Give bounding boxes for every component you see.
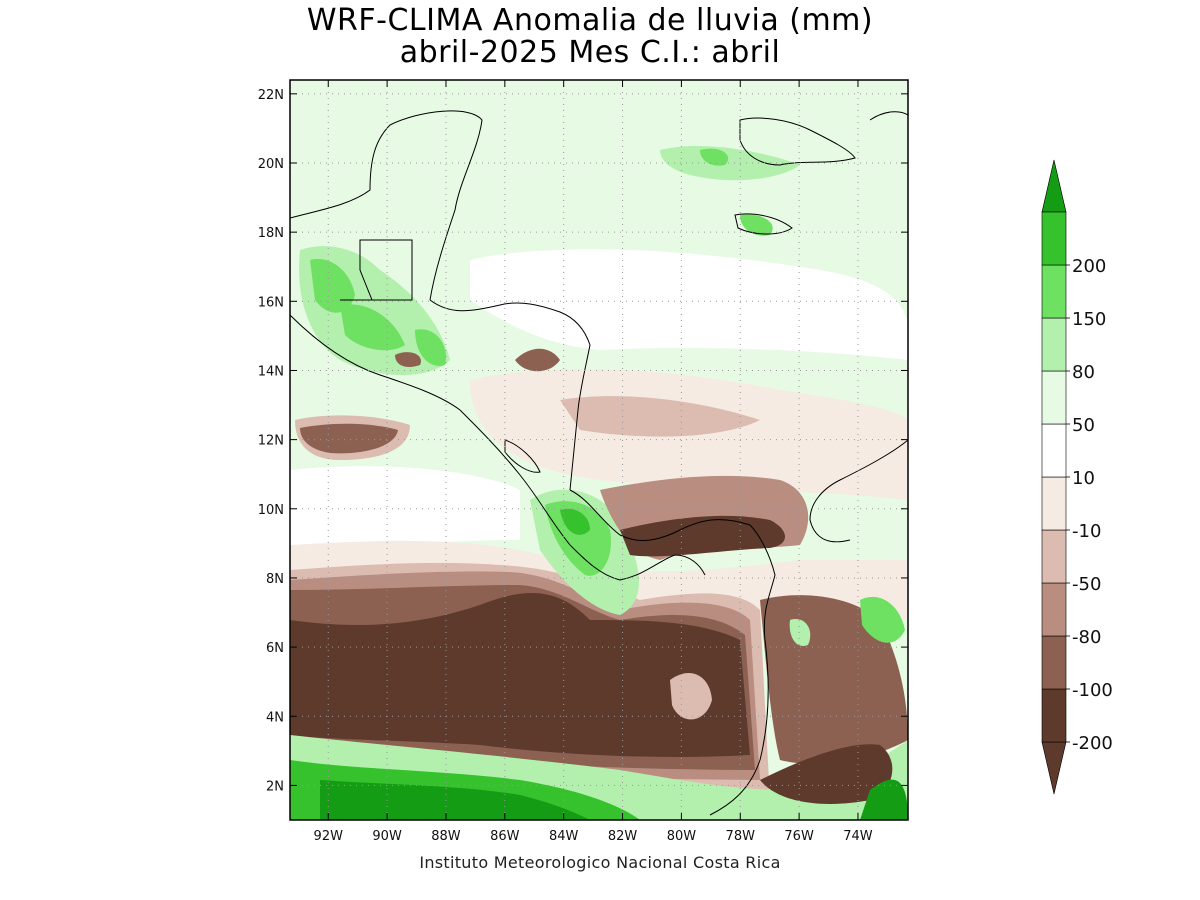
- colorbar-label: -50: [1072, 574, 1101, 595]
- lat-tick-label: 22N: [258, 88, 284, 103]
- coast-honduras: [429, 299, 591, 346]
- coast-pacific: [290, 314, 706, 581]
- colorbar-band: [1041, 370, 1067, 425]
- wet-region-guatemala-2: [340, 304, 405, 351]
- coast-lake-nicaragua: [504, 439, 541, 473]
- lon-tick-label: 92W: [314, 829, 344, 844]
- colorbar-label: 10: [1072, 468, 1095, 489]
- colorbar: -200 -100 -80 -50 -10 10 50 80 150 200: [1041, 159, 1113, 795]
- dry-honduras: [515, 348, 560, 372]
- longitude-axis: 92W 90W 88W 86W 84W 82W 80W 78W 76W 74W: [314, 80, 873, 844]
- colorbar-band: [1041, 476, 1067, 531]
- lon-tick-label: 86W: [490, 829, 520, 844]
- dry-band-central-2: [560, 396, 760, 437]
- lat-tick-label: 14N: [258, 364, 284, 379]
- map-frame: [289, 79, 909, 821]
- lat-tick-label: 10N: [258, 503, 284, 518]
- wet-region-guatemala: [310, 259, 355, 313]
- dry-caribbean-core: [620, 515, 785, 557]
- lat-tick-label: 4N: [266, 710, 284, 725]
- coast-colombia: [809, 439, 908, 543]
- colorbar-band: [1041, 264, 1067, 319]
- colorbar-band: [1041, 211, 1067, 266]
- colombia-mixed-wet: [860, 596, 905, 643]
- map-gridlines: [290, 80, 908, 820]
- colombia-mixed-wet-2: [789, 619, 811, 646]
- dry-pacific-gap: [670, 672, 712, 720]
- colorbar-band: [1041, 688, 1067, 743]
- colorbar-label: -100: [1072, 680, 1113, 701]
- anomaly-field: [290, 80, 908, 820]
- colorbar-band: [1041, 529, 1067, 584]
- wet-region-cuba-east: [700, 148, 729, 166]
- colorbar-label: -80: [1072, 627, 1101, 648]
- wet-costa-rica-inner: [545, 501, 611, 576]
- wet-costa-rica-core: [560, 508, 590, 535]
- colorbar-label: -200: [1072, 733, 1113, 754]
- colorbar-label: 80: [1072, 362, 1095, 383]
- dry-gulf-fonseca: [395, 352, 421, 367]
- wet-south-band-core: [320, 780, 590, 820]
- latitude-axis: 22N 20N 18N 16N 14N 12N 10N 8N 6N 4N 2N: [258, 88, 908, 794]
- colorbar-max-triangle: [1041, 159, 1067, 213]
- coast-yucatan: [290, 110, 483, 301]
- coast-jamaica: [734, 213, 793, 235]
- wet-region-gulf-honduras: [415, 329, 446, 366]
- lat-tick-label: 20N: [258, 157, 284, 172]
- coastlines: [290, 110, 908, 816]
- colorbar-label: -10: [1072, 521, 1101, 542]
- colorbar-label: 150: [1072, 309, 1106, 330]
- wet-south-east: [860, 779, 908, 820]
- colorbar-min-triangle: [1041, 741, 1067, 795]
- lon-tick-label: 88W: [431, 829, 461, 844]
- colorbar-band: [1041, 423, 1067, 478]
- colorbar-band: [1041, 582, 1067, 637]
- lat-tick-label: 6N: [266, 641, 284, 656]
- colorbar-band: [1041, 317, 1067, 372]
- white-region-central: [470, 249, 908, 360]
- dry-pacific-west-core: [300, 423, 398, 454]
- colorbar-band: [1041, 635, 1067, 690]
- coast-panama: [709, 524, 776, 816]
- lon-tick-label: 90W: [372, 829, 402, 844]
- lat-tick-label: 18N: [258, 226, 284, 241]
- lon-tick-label: 82W: [608, 829, 638, 844]
- lat-tick-label: 12N: [258, 434, 284, 449]
- dry-south-east: [760, 744, 893, 804]
- coast-hispaniola: [869, 111, 908, 121]
- wet-region-jamaica: [740, 214, 773, 236]
- lon-tick-label: 84W: [549, 829, 579, 844]
- white-band-pacific: [290, 466, 520, 547]
- border-guatemala: [340, 239, 413, 301]
- coast-costa-rica: [569, 489, 751, 541]
- map-title-line-1: WRF-CLIMA Anomalia de lluvia (mm): [306, 3, 874, 38]
- lon-tick-label: 80W: [667, 829, 697, 844]
- lat-tick-label: 16N: [258, 295, 284, 310]
- lat-tick-label: 8N: [266, 572, 284, 587]
- lon-tick-label: 74W: [843, 829, 873, 844]
- map-title-line-2: abril-2025 Mes C.I.: abril: [399, 35, 781, 70]
- wet-region-cuba: [660, 145, 800, 181]
- coast-cuba: [739, 117, 856, 166]
- colorbar-label: 200: [1072, 256, 1106, 277]
- lon-tick-label: 76W: [784, 829, 814, 844]
- institution-credit: Instituto Meteorologico Nacional Costa R…: [419, 853, 781, 872]
- coast-nicaragua: [569, 344, 591, 491]
- lon-tick-label: 78W: [726, 829, 756, 844]
- colorbar-label: 50: [1072, 415, 1095, 436]
- lat-tick-label: 2N: [266, 779, 284, 794]
